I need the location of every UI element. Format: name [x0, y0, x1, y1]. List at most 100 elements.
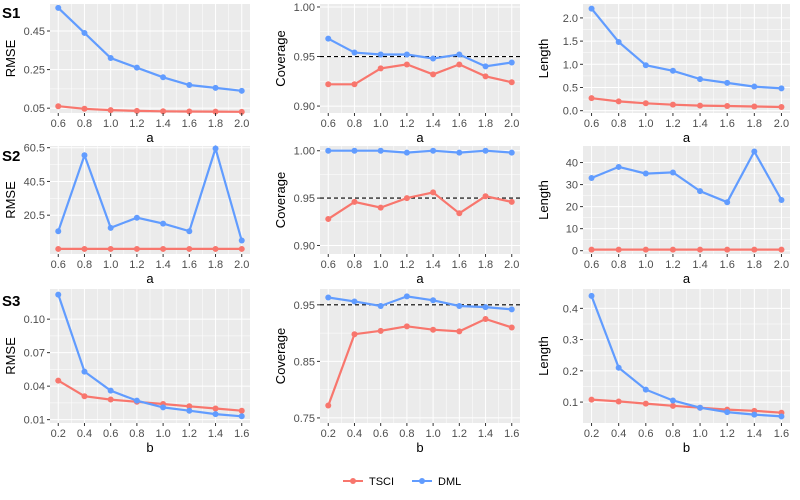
- p9-ytick-label: 0.4: [563, 303, 578, 315]
- p6-point-dml: [778, 197, 785, 203]
- p2-ytick-label: 0.95: [294, 52, 315, 64]
- p7-point-dml: [186, 407, 193, 414]
- p9-point-dml: [669, 397, 676, 404]
- p1-point-dml: [212, 84, 219, 91]
- p1-point-tsci: [133, 107, 140, 114]
- p5-point-dml: [508, 149, 515, 156]
- p5-point-dml: [482, 147, 489, 154]
- panel-7: 0.01 0.04 0.07 0.10 0.2 0.4 0.6 0.8 1.0 1.2 1.4 1.6…: [3, 289, 250, 455]
- p4-xtick-label: 0.8: [77, 259, 92, 271]
- panel-6: 0 10 20 30 40 0.6 0.8 1.0 1.2 1.4 1.6 1.8 2.0 a Length: [536, 146, 790, 286]
- p3-point-dml: [588, 5, 595, 12]
- p2-xtick-label: 1.0: [373, 118, 388, 130]
- p1-xtick-label: 2.0: [234, 118, 249, 130]
- p3-point-tsci: [697, 102, 704, 109]
- p1-ytick-label: 0.05: [24, 103, 45, 115]
- p6-point-tsci: [588, 246, 595, 253]
- p9-point-tsci: [642, 400, 649, 407]
- p2-xtick-label: 2.0: [504, 118, 519, 130]
- p6-xtick-label: 0.6: [584, 259, 599, 271]
- p1-point-tsci: [160, 108, 167, 115]
- p9-point-dml: [642, 386, 649, 393]
- panel-1: 0.05 0.25 0.45 0.6 0.8 1.0 1.2 1.4 1.6 1.8 2.0 a RMS…: [3, 4, 250, 145]
- p4-x-axis-title: a: [146, 271, 154, 286]
- p1-point-dml: [133, 64, 140, 71]
- p1-point-tsci: [238, 108, 245, 115]
- p3-point-tsci: [751, 103, 758, 110]
- p5-point-dml: [325, 147, 332, 154]
- p5-point-tsci: [351, 198, 358, 205]
- p7-point-dml: [107, 387, 114, 394]
- p7-point-tsci: [81, 393, 88, 400]
- legend-tsci-label: TSCI: [369, 476, 394, 488]
- p1-line-tsci: [58, 105, 242, 113]
- panel-2: 0.90 0.95 1.00 0.6 0.8 1.0 1.2 1.4 1.6 1.8 2.0 a Cov…: [273, 2, 520, 145]
- p3-point-dml: [724, 79, 731, 86]
- p7-point-tsci: [107, 396, 114, 403]
- p7-xtick-label: 1.2: [182, 428, 197, 440]
- p5-xtick-label: 1.2: [399, 259, 414, 271]
- p8-point-tsci: [377, 327, 384, 334]
- p8-xtick-label: 1.0: [425, 428, 440, 440]
- p4-ytick-label: 60.5: [24, 143, 45, 155]
- p2-ytick-label: 1.00: [294, 2, 315, 14]
- p6-ytick-label: 30: [566, 180, 578, 192]
- p1-point-dml: [81, 29, 88, 36]
- p7-point-dml: [160, 404, 167, 411]
- p1-ytick-label: 0.45: [24, 26, 45, 38]
- p6-point-dml: [697, 188, 704, 195]
- p9-ytick-label: 0.2: [563, 366, 578, 378]
- p3-point-tsci: [778, 103, 785, 110]
- p4-point-dml: [186, 228, 193, 235]
- p4-point-dml: [133, 214, 140, 221]
- p8-point-dml: [508, 306, 515, 313]
- p2-xtick-label: 0.6: [321, 118, 336, 130]
- p2-point-dml: [403, 51, 410, 58]
- p1-xtick-label: 0.8: [77, 118, 92, 130]
- p5-ytick-label: 1.00: [294, 146, 315, 158]
- p7-point-tsci: [55, 377, 62, 384]
- p4-point-dml: [81, 152, 88, 159]
- p8-point-dml: [403, 293, 410, 300]
- p3-point-dml: [697, 76, 704, 83]
- p2-point-dml: [482, 63, 489, 70]
- p2-point-tsci: [482, 73, 489, 80]
- p1-point-dml: [160, 74, 167, 81]
- p7-ytick-label: 0.01: [24, 415, 45, 427]
- p4-point-tsci: [186, 245, 193, 252]
- p7-xtick-label: 0.4: [77, 428, 92, 440]
- p8-point-tsci: [325, 402, 332, 409]
- p3-x-axis-title: a: [683, 130, 691, 145]
- p4-point-tsci: [81, 245, 88, 252]
- p9-point-dml: [724, 409, 731, 416]
- p3-ytick-label: 1.5: [563, 36, 578, 48]
- p8-y-axis-title: Coverage: [273, 328, 288, 384]
- p4-xtick-label: 1.2: [129, 259, 144, 271]
- p7-line-tsci: [57, 379, 242, 412]
- p4-point-tsci: [55, 245, 62, 252]
- p3-line-dml: [590, 7, 782, 90]
- p5-xtick-label: 1.0: [373, 259, 388, 271]
- p5-point-dml: [456, 149, 463, 156]
- legend-tsci-marker: [350, 478, 356, 484]
- p1-xtick-label: 1.2: [129, 118, 144, 130]
- p8-xtick-label: 1.2: [452, 428, 467, 440]
- p5-point-tsci: [325, 215, 332, 222]
- p5-xtick-label: 2.0: [504, 259, 519, 271]
- p9-x-axis-title: b: [683, 440, 690, 455]
- p6-point-dml: [642, 170, 649, 177]
- p6-xtick-label: 1.6: [720, 259, 735, 271]
- p1-xtick-label: 1.0: [103, 118, 118, 130]
- p5-point-tsci: [403, 195, 410, 202]
- p7-point-dml: [81, 368, 88, 375]
- p6-point-tsci: [697, 246, 704, 253]
- p8-x-axis-title: b: [416, 440, 423, 455]
- p8-xtick-label: 1.6: [504, 428, 519, 440]
- p6-ytick-label: 10: [566, 224, 578, 236]
- p8-line-dml: [328, 295, 512, 311]
- p4-point-tsci: [107, 245, 114, 252]
- p4-point-tsci: [212, 245, 219, 252]
- legend-dml-marker: [419, 478, 425, 484]
- p4-point-tsci: [133, 245, 140, 252]
- p4-xtick-label: 1.0: [103, 259, 118, 271]
